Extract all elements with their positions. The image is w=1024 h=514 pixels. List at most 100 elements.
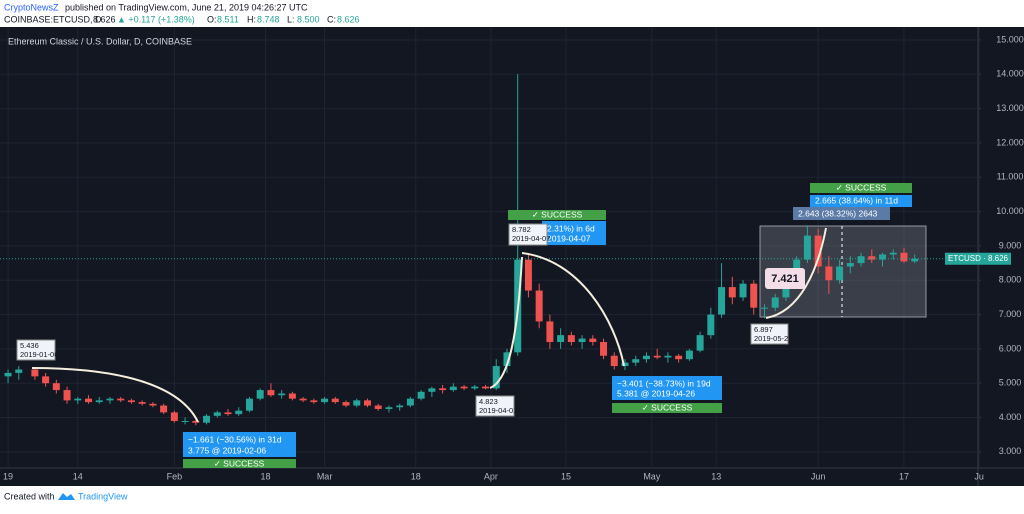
candle-body	[245, 398, 253, 411]
y-tick-label: 13.000	[996, 103, 1024, 113]
candle-body	[889, 252, 897, 255]
candle-body	[396, 405, 404, 408]
label-status: ✓ SUCCESS	[532, 209, 583, 219]
candle-body	[160, 405, 168, 413]
label-change: 2.665 (38.64%) in 11d	[815, 195, 898, 205]
ohlc-value: 8.500	[297, 14, 320, 24]
label-box	[765, 268, 805, 289]
ohlc-label: H:	[247, 14, 256, 24]
x-tick-label: Feb	[167, 471, 183, 481]
annotation: 7.421	[765, 268, 805, 289]
label-date: 2019-04-01	[479, 406, 517, 415]
candle-body	[74, 398, 82, 401]
candle-body	[911, 258, 919, 262]
footer-brand[interactable]: TradingView	[78, 491, 128, 501]
last-price-label: ETCUSD · 8.626	[948, 254, 1009, 263]
candle-body	[610, 355, 618, 367]
candle-body	[31, 369, 39, 377]
y-tick-label: 7.000	[999, 309, 1022, 319]
published: published on TradingView.com, June 21, 2…	[65, 2, 308, 12]
candle-body	[192, 420, 200, 423]
y-tick-label: 9.000	[999, 240, 1022, 250]
label-price: 8.782	[512, 225, 531, 234]
candle-body	[374, 405, 382, 409]
ohlc-value: 8.626	[337, 14, 360, 24]
candle-body	[707, 314, 715, 336]
candle-body	[428, 388, 436, 392]
candle-body	[235, 410, 243, 415]
annotation: 4.823 2019-04-01	[475, 395, 517, 417]
label-status: ✓ SUCCESS	[214, 458, 265, 468]
label-date: 2019-01-06	[20, 350, 58, 359]
chart-title: Ethereum Classic / U.S. Dollar, D, COINB…	[8, 36, 192, 46]
candle-body	[868, 256, 876, 260]
y-tick-label: 15.000	[996, 34, 1024, 44]
candle-body	[557, 335, 565, 343]
y-tick-label: 6.000	[999, 343, 1022, 353]
candle-body	[718, 287, 726, 315]
candle-body	[15, 369, 23, 373]
label-price: 4.823	[479, 397, 498, 406]
x-tick-label: 18	[411, 471, 421, 481]
y-tick-label: 5.000	[999, 378, 1022, 388]
y-tick-label: 12.000	[996, 137, 1024, 147]
candle-body	[578, 338, 586, 343]
candle-body	[149, 403, 157, 406]
candle-body	[224, 412, 232, 415]
x-tick-label: Mar	[317, 471, 333, 481]
label-date: 2019-04-07	[512, 234, 550, 243]
candle-body	[181, 420, 189, 422]
candle-body	[846, 263, 854, 267]
label-change: −3.401 (−38.73%) in 19d	[617, 378, 711, 388]
candle-body	[771, 297, 779, 308]
y-tick-label: 8.000	[999, 275, 1022, 285]
y-tick-label: 3.000	[999, 446, 1022, 456]
status-box	[810, 183, 912, 193]
candle-body	[267, 390, 275, 396]
annotation: −3.401 (−38.73%) in 19d 5.381 @ 2019-04-…	[612, 376, 722, 413]
candle-body	[836, 266, 844, 281]
candle-body	[567, 335, 575, 343]
candle-body	[170, 412, 178, 421]
candle-body	[63, 390, 71, 401]
candle-body	[203, 415, 211, 423]
change: ▲ +0.117 (+1.38%)	[117, 14, 195, 24]
candle-body	[52, 383, 60, 391]
label-box	[612, 376, 722, 400]
arrow	[521, 252, 625, 367]
candle-body	[310, 400, 318, 403]
symbol: COINBASE:ETCUSD, D	[4, 14, 102, 24]
candle-body	[363, 400, 371, 406]
x-tick-label: Apr	[484, 471, 498, 481]
footer-bg	[0, 486, 1024, 509]
candle-body	[760, 307, 768, 309]
x-tick-label: Ju	[974, 471, 984, 481]
tv-logo	[58, 493, 75, 500]
publisher[interactable]: CryptoNewsZ	[4, 2, 59, 12]
candle-body	[127, 400, 135, 403]
annotation: −1.661 (−30.56%) in 31d 3.775 @ 2019-02-…	[183, 432, 296, 468]
label-box	[508, 223, 548, 246]
candle-body	[342, 402, 350, 406]
label-box	[750, 323, 789, 345]
label-status: ✓ SUCCESS	[836, 182, 887, 192]
label-box	[16, 339, 56, 361]
ohlc-label: O:	[207, 14, 217, 24]
label-price: 5.436	[20, 341, 39, 350]
candle-body	[471, 386, 479, 389]
x-tick-label: 14	[73, 471, 83, 481]
candle-body	[728, 287, 736, 298]
candle-body	[439, 388, 447, 391]
label-change: −1.661 (−30.56%) in 31d	[188, 434, 282, 444]
candle-body	[653, 355, 661, 358]
x-tick-label: Jun	[811, 471, 826, 481]
candle-body	[460, 386, 468, 389]
candle-body	[331, 398, 339, 403]
label-box	[542, 221, 606, 245]
candle-body	[675, 355, 683, 360]
ohlc-value: 8.511	[217, 14, 239, 24]
annotation: 6.897 2019-05-22	[750, 323, 792, 345]
candle-body	[825, 266, 833, 281]
candle-body	[353, 400, 361, 406]
candle-body	[664, 355, 672, 358]
